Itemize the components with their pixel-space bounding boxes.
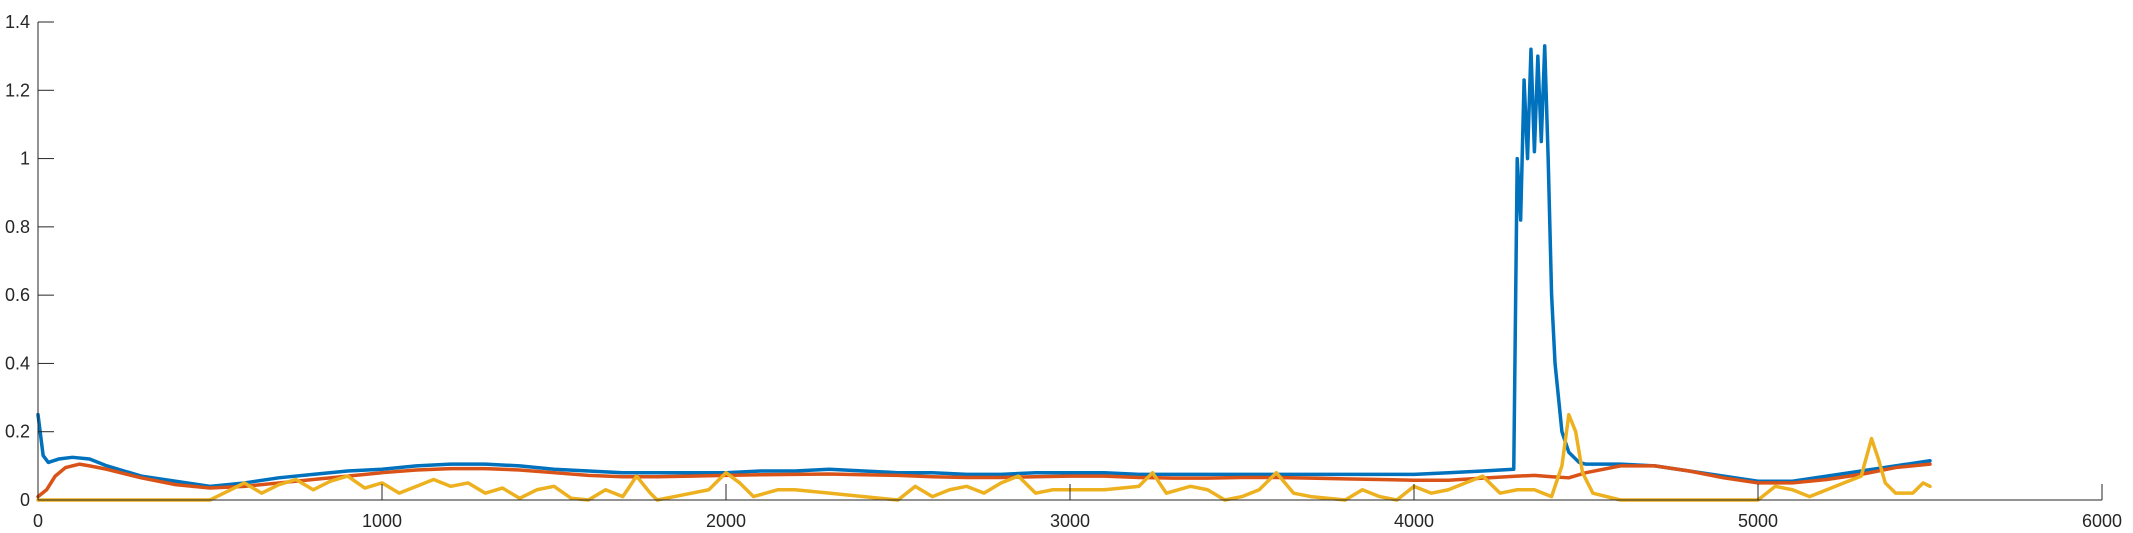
- x-tick-label: 0: [33, 511, 43, 531]
- y-tick-label: 0.4: [5, 353, 30, 373]
- series-3-line: [36, 412, 1932, 502]
- x-tick-label: 1000: [362, 511, 402, 531]
- y-tick-label: 0.6: [5, 285, 30, 305]
- axes-group: [37, 22, 2102, 501]
- x-tick-label: 3000: [1050, 511, 1090, 531]
- y-tick-label: 1.2: [5, 80, 30, 100]
- x-axis-ticks: 0 1000 2000 3000 4000 5000 6000: [33, 484, 2122, 531]
- x-tick-label: 5000: [1738, 511, 1778, 531]
- x-tick-label: 6000: [2082, 511, 2122, 531]
- x-tick-label: 2000: [706, 511, 746, 531]
- y-tick-label: 0.2: [5, 422, 30, 442]
- series-1-line: [36, 44, 1932, 489]
- y-tick-label: 1.4: [5, 12, 30, 32]
- series-group: [36, 44, 1932, 502]
- x-tick-label: 4000: [1394, 511, 1434, 531]
- y-tick-label: 0: [20, 490, 30, 510]
- y-tick-label: 0.8: [5, 217, 30, 237]
- y-axis-ticks: 0 0.2 0.4 0.6 0.8 1 1.2 1.4: [5, 12, 54, 510]
- y-tick-label: 1: [20, 149, 30, 169]
